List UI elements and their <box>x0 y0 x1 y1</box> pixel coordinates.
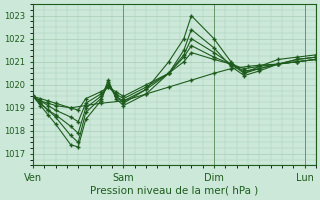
X-axis label: Pression niveau de la mer( hPa ): Pression niveau de la mer( hPa ) <box>90 186 259 196</box>
